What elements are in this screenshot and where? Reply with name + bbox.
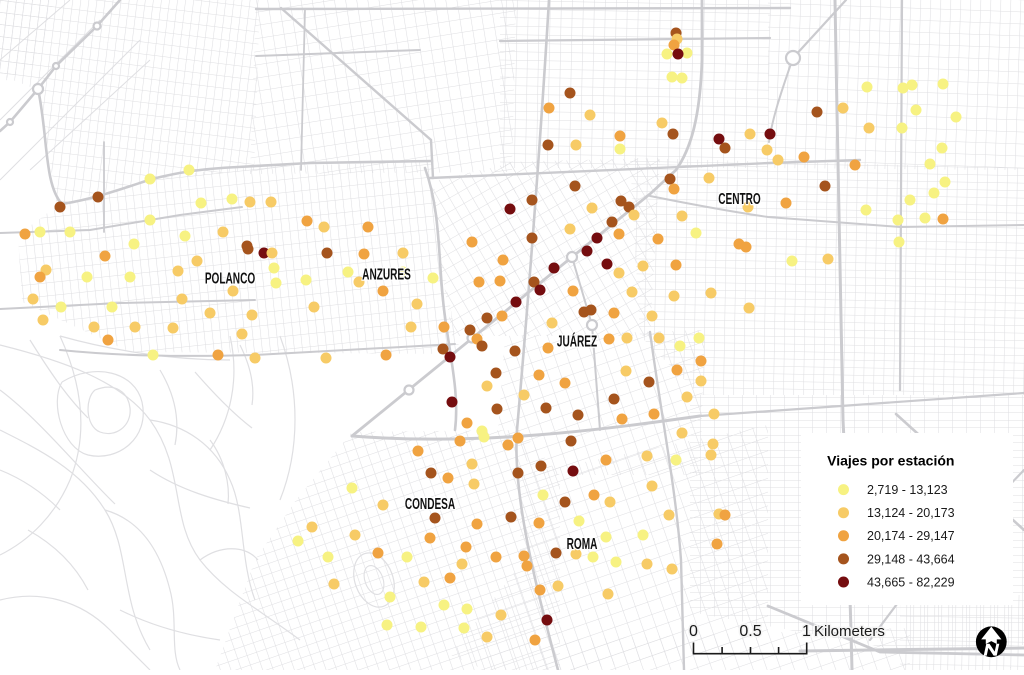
svg-text:CENTRO: CENTRO xyxy=(718,190,761,208)
svg-text:0: 0 xyxy=(689,623,698,640)
svg-text:JUÁREZ: JUÁREZ xyxy=(557,332,597,350)
svg-text:29,148 - 43,664: 29,148 - 43,664 xyxy=(867,552,955,566)
svg-text:Viajes por estación: Viajes por estación xyxy=(827,453,954,469)
svg-text:13,124 - 20,173: 13,124 - 20,173 xyxy=(867,506,955,520)
svg-text:0.5: 0.5 xyxy=(739,623,761,640)
svg-text:POLANCO: POLANCO xyxy=(205,269,255,287)
svg-text:ROMA: ROMA xyxy=(567,535,598,553)
svg-text:43,665 - 82,229: 43,665 - 82,229 xyxy=(867,575,955,589)
svg-text:Kilometers: Kilometers xyxy=(814,623,885,640)
svg-text:ANZURES: ANZURES xyxy=(362,265,411,283)
svg-text:2,719 - 13,123: 2,719 - 13,123 xyxy=(867,483,948,497)
svg-text:1: 1 xyxy=(802,623,811,640)
svg-text:20,174 - 29,147: 20,174 - 29,147 xyxy=(867,529,955,543)
svg-text:CONDESA: CONDESA xyxy=(405,495,456,513)
